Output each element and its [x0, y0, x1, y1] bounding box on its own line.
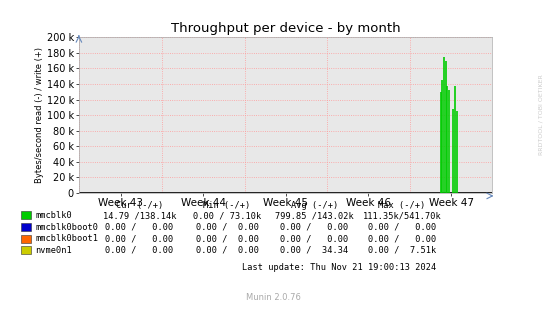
Text: 0.00 /  0.00: 0.00 / 0.00: [195, 223, 259, 232]
Text: Min (-/+): Min (-/+): [203, 201, 251, 210]
Text: Munin 2.0.76: Munin 2.0.76: [246, 293, 301, 302]
Text: Avg (-/+): Avg (-/+): [291, 201, 338, 210]
Text: 0.00 / 73.10k: 0.00 / 73.10k: [193, 211, 261, 220]
Text: 0.00 /   0.00: 0.00 / 0.00: [368, 223, 436, 232]
Text: 0.00 /  0.00: 0.00 / 0.00: [195, 234, 259, 243]
Text: 0.00 /   0.00: 0.00 / 0.00: [106, 223, 173, 232]
Text: Cur (-/+): Cur (-/+): [116, 201, 163, 210]
Text: 799.85 /143.02k: 799.85 /143.02k: [275, 211, 354, 220]
Text: 0.00 /  0.00: 0.00 / 0.00: [195, 246, 259, 255]
Text: RRDTOOL / TOBI OETIKER: RRDTOOL / TOBI OETIKER: [538, 75, 543, 156]
Y-axis label: Bytes/second read (-) / write (+): Bytes/second read (-) / write (+): [34, 47, 44, 183]
Text: mmcblk0boot1: mmcblk0boot1: [35, 234, 98, 243]
Text: mmcblk0: mmcblk0: [35, 211, 72, 220]
Text: 0.00 /   0.00: 0.00 / 0.00: [281, 223, 348, 232]
Text: 14.79 /138.14k: 14.79 /138.14k: [103, 211, 176, 220]
Text: 0.00 /   0.00: 0.00 / 0.00: [106, 246, 173, 255]
Text: 111.35k/541.70k: 111.35k/541.70k: [363, 211, 441, 220]
Text: 0.00 /  34.34: 0.00 / 34.34: [281, 246, 348, 255]
Text: 0.00 /  7.51k: 0.00 / 7.51k: [368, 246, 436, 255]
Text: 0.00 /   0.00: 0.00 / 0.00: [106, 234, 173, 243]
Title: Throughput per device - by month: Throughput per device - by month: [171, 22, 400, 35]
Text: 0.00 /   0.00: 0.00 / 0.00: [281, 234, 348, 243]
Text: nvme0n1: nvme0n1: [35, 246, 72, 255]
Text: Last update: Thu Nov 21 19:00:13 2024: Last update: Thu Nov 21 19:00:13 2024: [242, 263, 437, 272]
Text: 0.00 /   0.00: 0.00 / 0.00: [368, 234, 436, 243]
Text: mmcblk0boot0: mmcblk0boot0: [35, 223, 98, 232]
Text: Max (-/+): Max (-/+): [379, 201, 426, 210]
